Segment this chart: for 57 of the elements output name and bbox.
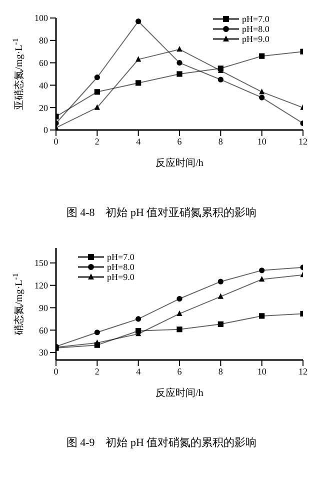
legend-label: pH=8.0	[242, 24, 270, 34]
y-tick-label: 100	[34, 13, 48, 24]
point	[218, 321, 224, 327]
point	[259, 313, 265, 319]
y-tick-label: 60	[39, 325, 48, 336]
point	[176, 310, 182, 316]
x-tick-label: 8	[218, 366, 224, 376]
point	[259, 53, 265, 59]
point	[94, 74, 100, 80]
y-tick-label: 20	[39, 102, 48, 113]
x-axis-title: 反应时间/h	[156, 157, 204, 169]
x-tick-label: 8	[218, 136, 224, 146]
y-tick-label: 30	[39, 348, 48, 358]
x-tick-label: 12	[298, 136, 308, 146]
y-tick-label: 90	[39, 302, 48, 313]
point	[259, 268, 265, 274]
point	[259, 94, 265, 100]
y-tick-label: 80	[39, 36, 48, 46]
point	[218, 76, 224, 82]
y-tick-label: 40	[39, 80, 48, 90]
caption: 图 4-9 初始 pH 值对硝氮的累积的影响	[65, 436, 258, 450]
point	[176, 326, 182, 332]
legend-label: pH=7.0	[242, 14, 270, 24]
x-tick-label: 4	[136, 366, 142, 376]
x-tick-label: 2	[94, 366, 100, 376]
legend-label: pH=9.0	[107, 272, 134, 282]
point	[218, 293, 224, 299]
caption: 图 4-8 初始 pH 值对亚硝氮累积的影响	[65, 206, 258, 220]
point	[94, 330, 100, 336]
point	[94, 89, 100, 95]
y-tick-label: 0	[44, 125, 48, 136]
x-tick-label: 0	[54, 136, 59, 146]
point	[136, 80, 142, 86]
point	[176, 296, 182, 302]
x-tick-label: 4	[136, 136, 142, 146]
x-tick-label: 10	[257, 366, 267, 376]
x-tick-label: 0	[54, 366, 59, 376]
point	[94, 104, 100, 110]
x-tick-label: 6	[177, 136, 182, 146]
y-tick-label: 150	[34, 258, 48, 268]
y-tick-label: 120	[34, 280, 48, 291]
legend-label: pH=9.0	[242, 34, 270, 44]
point	[176, 71, 182, 77]
x-tick-label: 12	[298, 366, 308, 376]
x-tick-label: 10	[257, 136, 267, 146]
point	[176, 46, 182, 52]
legend-label: pH=7.0	[107, 252, 134, 262]
point	[259, 276, 265, 282]
x-tick-label: 2	[94, 136, 100, 146]
point	[136, 18, 142, 24]
y-tick-label: 60	[39, 58, 48, 68]
x-tick-label: 6	[177, 366, 182, 376]
point	[218, 278, 224, 284]
legend-label: pH=8.0	[107, 262, 134, 272]
point	[136, 316, 142, 322]
point	[176, 60, 182, 66]
x-axis-title: 反应时间/h	[156, 387, 204, 399]
